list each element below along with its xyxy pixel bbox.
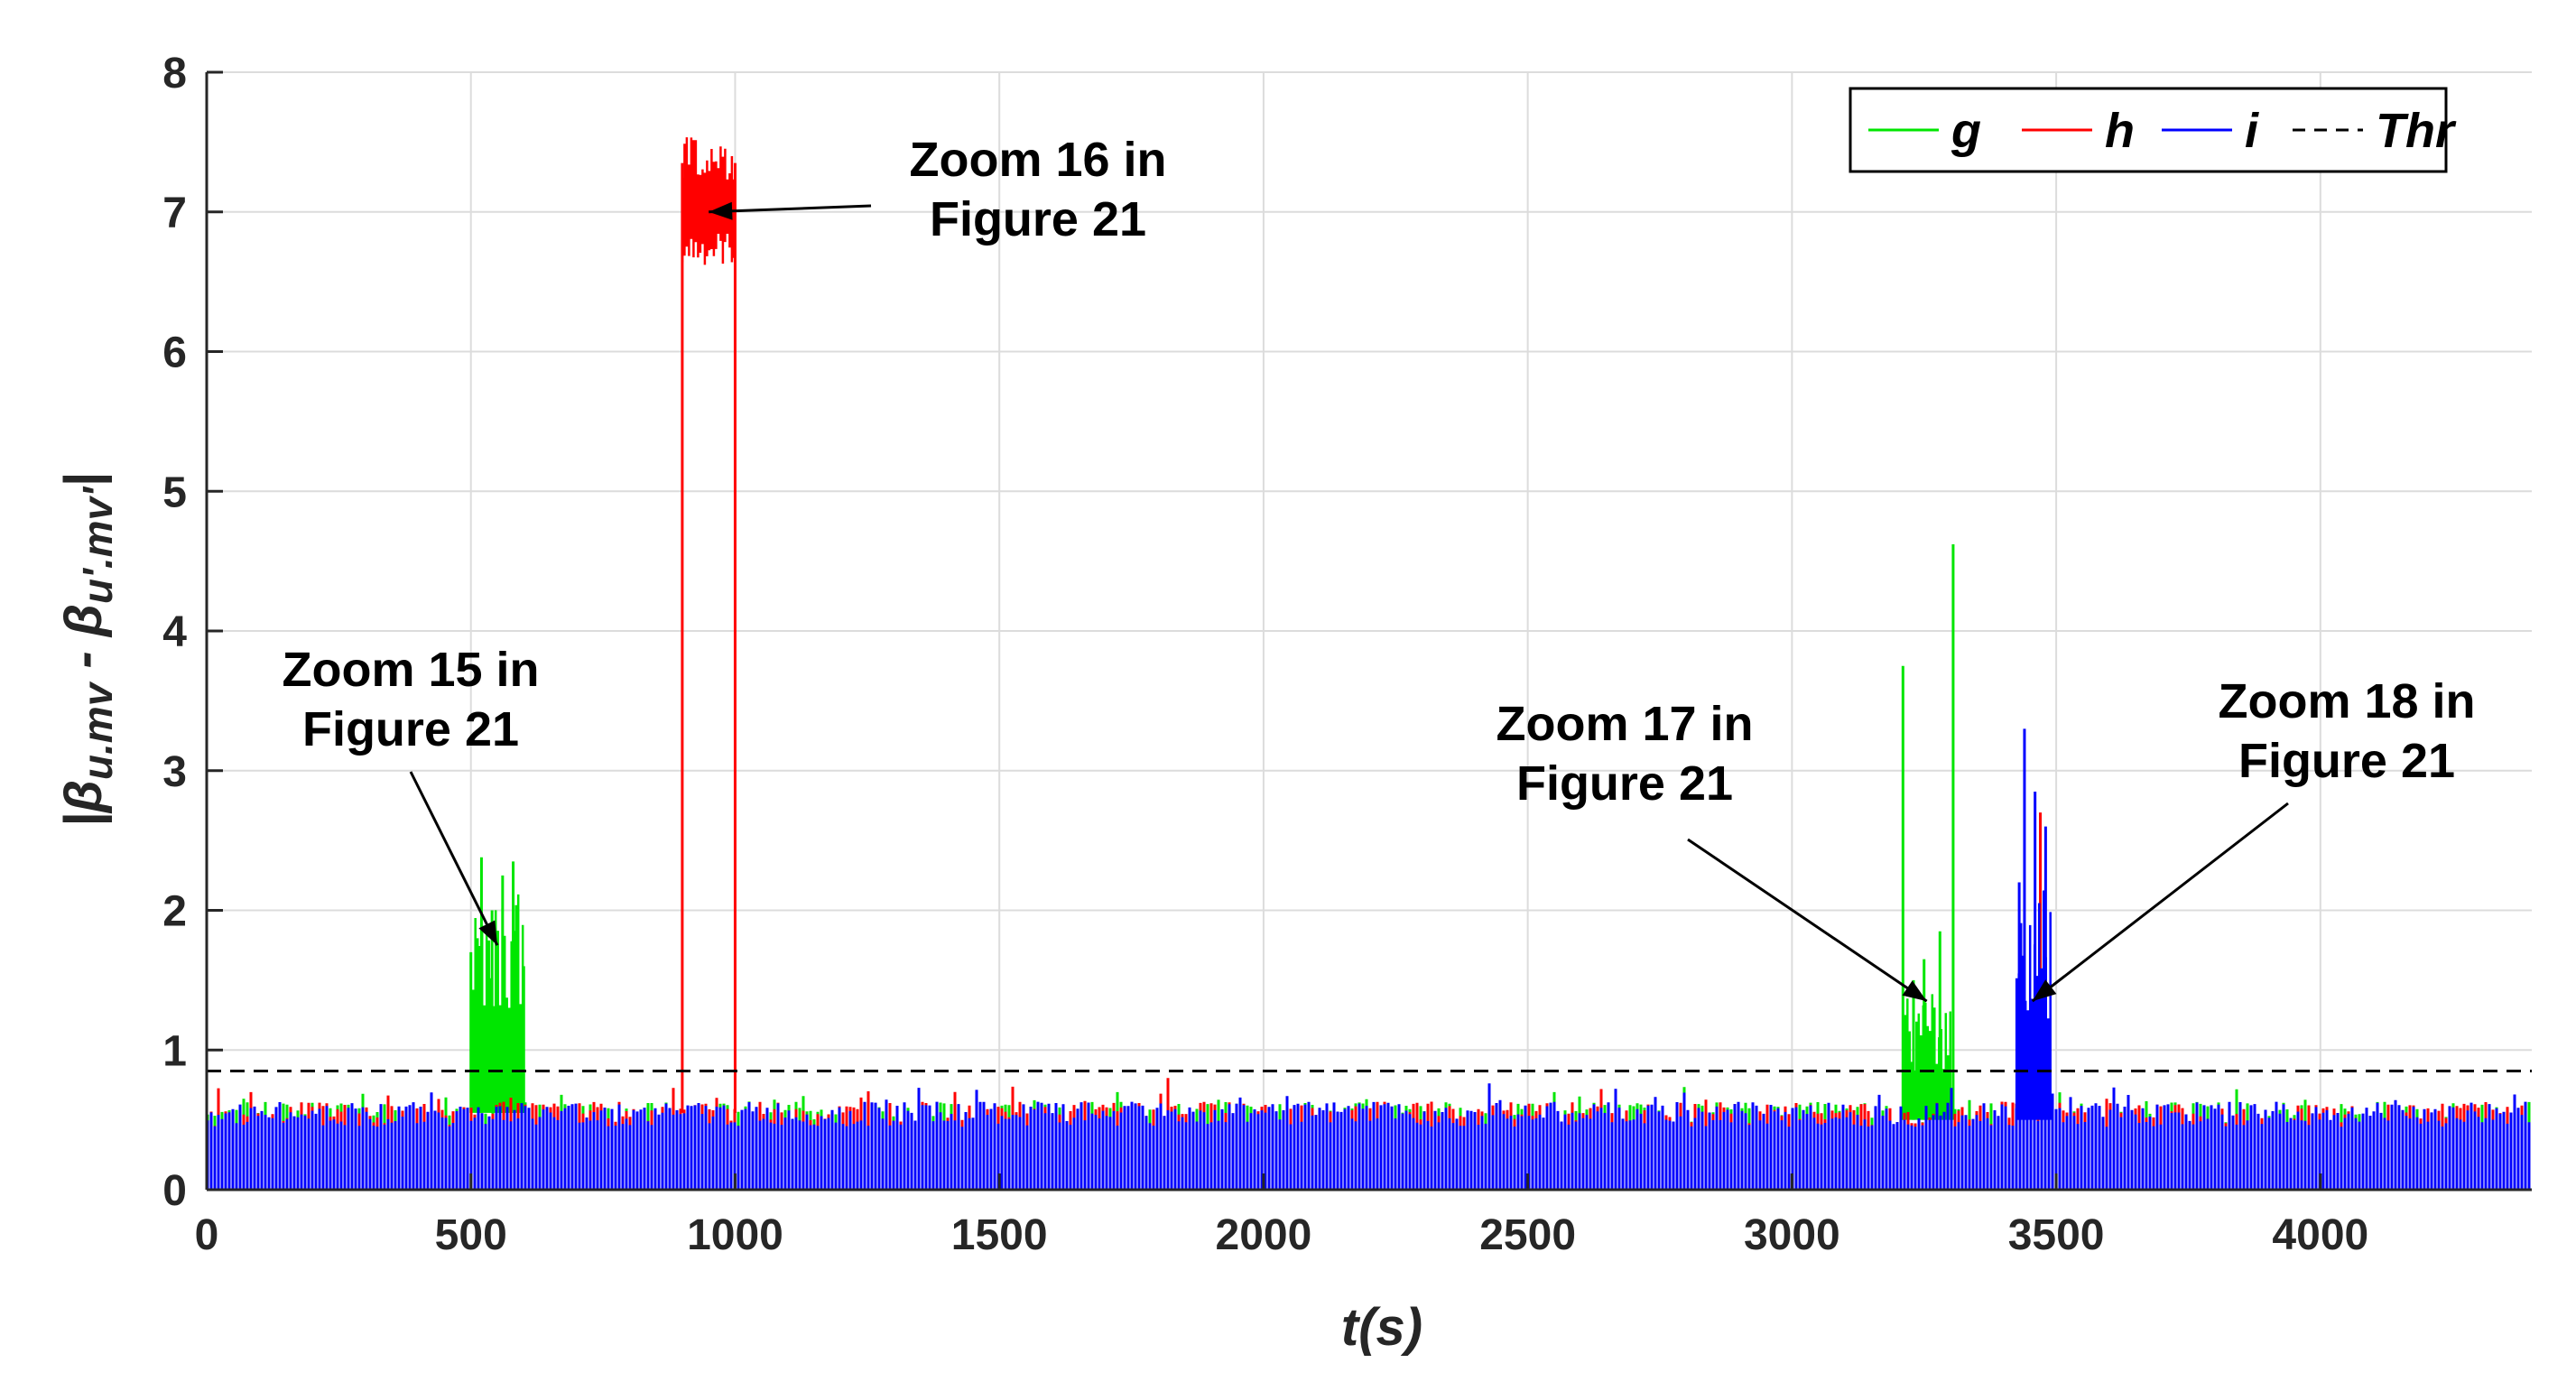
y-label-minus: - — [54, 636, 113, 683]
annotation-arrow-head — [478, 920, 497, 946]
annotation-arrow-line — [409, 771, 499, 946]
y-label-sub-2: u'.mv' — [74, 486, 121, 604]
y-label-beta-1: β — [54, 780, 113, 814]
y-label-open: | — [54, 812, 113, 827]
annotation-label: Zoom 17 in Figure 21 — [1496, 697, 1753, 811]
annotation-line: Figure 21 — [930, 192, 1146, 246]
x-tick-label: 3500 — [2008, 1211, 2105, 1259]
annotation-arrow-head — [2032, 979, 2057, 1002]
y-label-close: | — [54, 473, 113, 487]
legend: g h i Thr — [1849, 87, 2457, 173]
y-tick-label: 3 — [162, 748, 187, 796]
annotation-arrow-line — [1687, 838, 1928, 1003]
annotation-line: Zoom 18 in — [2218, 674, 2475, 728]
x-tick-label: 1000 — [687, 1211, 783, 1259]
annotation-arrow-line — [709, 204, 872, 214]
annotation-line: Figure 21 — [2238, 734, 2455, 788]
annotation-line: Zoom 17 in — [1496, 697, 1753, 751]
legend-label-Thr: Thr — [2376, 104, 2457, 158]
annotation-line: Figure 21 — [302, 702, 519, 756]
x-tick-label: 3000 — [1744, 1211, 1840, 1259]
series-i-dense — [2015, 890, 2052, 1120]
legend-box — [1849, 87, 2448, 173]
x-tick-label: 0 — [195, 1211, 219, 1259]
y-tick-label: 4 — [162, 608, 187, 656]
y-tick-label: 6 — [162, 329, 187, 377]
y-label-sub-1: u.mv — [74, 681, 121, 780]
x-axis-label: t(s) — [1341, 1298, 1422, 1357]
y-tick-label: 0 — [162, 1167, 187, 1215]
y-tick-label: 1 — [162, 1027, 187, 1075]
annotation-line: Zoom 15 in — [282, 643, 539, 697]
legend-label-i: i — [2245, 104, 2259, 158]
legend-label-g: g — [1951, 104, 1981, 158]
annotation-arrow-head — [709, 201, 733, 220]
annotation-label: Zoom 16 in Figure 21 — [909, 133, 1166, 246]
ticks: 0 500 1000 1500 2000 2500 3000 3500 4000 0 1 2 3 4 5 6 7… — [162, 50, 2368, 1259]
y-tick-label: 5 — [162, 468, 187, 516]
x-tick-label: 2000 — [1216, 1211, 1312, 1259]
annotation-line: Zoom 16 in — [909, 133, 1166, 187]
annotation-label: Zoom 18 in Figure 21 — [2218, 674, 2475, 788]
x-tick-label: 4000 — [2272, 1211, 2368, 1259]
series-g-dense — [1902, 994, 1952, 1120]
annotation-arrow-head — [1902, 980, 1927, 1002]
x-tick-label: 2500 — [1479, 1211, 1576, 1259]
annotation-arrow-line — [2031, 802, 2289, 1003]
y-tick-label: 2 — [162, 888, 187, 936]
annotation-line: Figure 21 — [1516, 756, 1733, 811]
y-tick-label: 7 — [162, 190, 187, 237]
x-tick-label: 500 — [435, 1211, 507, 1259]
annotation-label: Zoom 15 in Figure 21 — [282, 643, 539, 756]
y-label-beta-2: β — [54, 604, 113, 638]
legend-label-h: h — [2105, 104, 2135, 158]
y-axis-label: |βu.mv - βu'.mv'| — [54, 473, 121, 828]
x-tick-label: 1500 — [951, 1211, 1048, 1259]
y-tick-label: 8 — [162, 50, 187, 97]
series-g-dense — [469, 894, 524, 1113]
